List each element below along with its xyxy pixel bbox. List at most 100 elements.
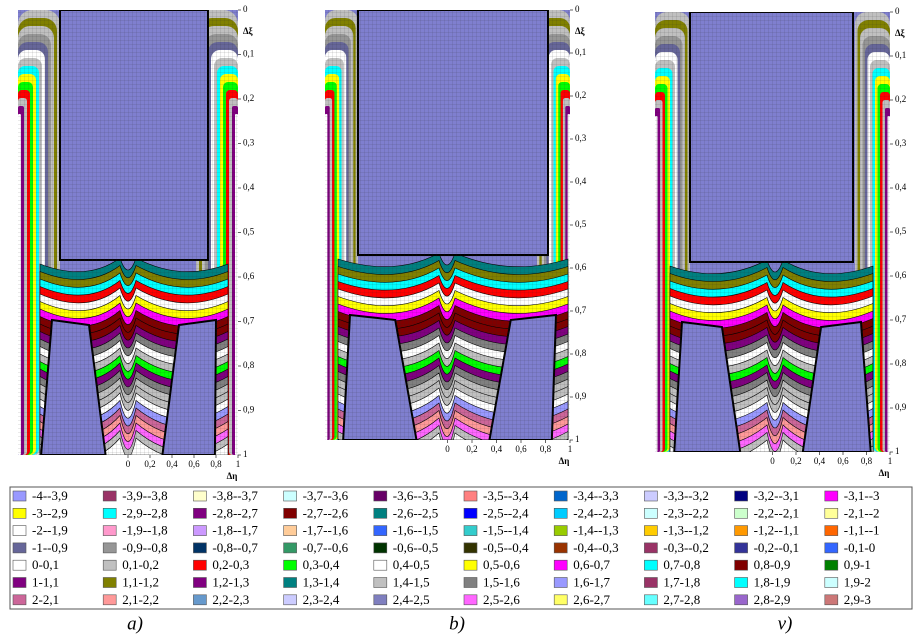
legend-swatch bbox=[103, 526, 116, 536]
legend-label: -3,5--3,4 bbox=[483, 488, 529, 503]
y-tick-label: 0,9 bbox=[575, 391, 587, 401]
mesh bbox=[325, 10, 570, 440]
x-axis-label: Δη bbox=[879, 468, 890, 478]
legend-label: 1,1-1,2 bbox=[122, 574, 159, 589]
legend-label: -0,9--0,8 bbox=[122, 540, 168, 555]
y-tick-label: 0 bbox=[895, 6, 900, 16]
legend-swatch bbox=[825, 543, 838, 553]
x-tick-label: 0,4 bbox=[814, 456, 826, 466]
legend-swatch bbox=[374, 491, 387, 501]
legend-label: 0-0,1 bbox=[32, 557, 59, 572]
y-tick-label: 0,2 bbox=[895, 94, 906, 104]
y-tick-label: 0,8 bbox=[895, 358, 907, 368]
legend-swatch bbox=[644, 508, 657, 518]
legend-swatch bbox=[13, 595, 26, 605]
legend-label: -2,5--2,4 bbox=[483, 505, 529, 520]
legend-swatch bbox=[825, 508, 838, 518]
legend-swatch bbox=[644, 560, 657, 570]
legend-swatch bbox=[374, 595, 387, 605]
y-tick-label: 0,1 bbox=[895, 50, 906, 60]
x-tick-label: 0,8 bbox=[540, 444, 552, 454]
x-tick-label: 0,2 bbox=[144, 459, 155, 469]
x-tick-label: 0,6 bbox=[837, 456, 849, 466]
y-tick-label: 0,2 bbox=[243, 93, 254, 103]
legend-label: -1,4--1,3 bbox=[573, 523, 619, 538]
legend-swatch bbox=[374, 560, 387, 570]
legend-swatch bbox=[464, 508, 477, 518]
y-tick-label: 0,8 bbox=[243, 360, 255, 370]
legend-label: 2,3-2,4 bbox=[303, 592, 340, 607]
legend-swatch bbox=[644, 526, 657, 536]
legend-swatch bbox=[284, 543, 297, 553]
legend-label: 2,8-2,9 bbox=[754, 592, 791, 607]
legend-swatch bbox=[103, 560, 116, 570]
legend-label: -3,3--3,2 bbox=[663, 488, 709, 503]
legend-label: -3,4--3,3 bbox=[573, 488, 619, 503]
y-axis-label: Δξ bbox=[575, 26, 585, 36]
legend-label: -1,3--1,2 bbox=[663, 523, 709, 538]
legend-label: -1--0,9 bbox=[32, 540, 68, 555]
y-tick-label: 0,6 bbox=[895, 270, 907, 280]
legend-label: 2,9-3 bbox=[844, 592, 871, 607]
legend-swatch bbox=[644, 595, 657, 605]
legend-label: -4--3,9 bbox=[32, 488, 68, 503]
legend-label: -3--2,9 bbox=[32, 505, 68, 520]
legend-label: 1,6-1,7 bbox=[573, 574, 610, 589]
legend-label: 0,2-0,3 bbox=[212, 557, 249, 572]
y-tick-label: 0,7 bbox=[895, 314, 907, 324]
legend-label: 2,2-2,3 bbox=[212, 592, 249, 607]
x-tick-label: 1 bbox=[568, 444, 573, 454]
legend-swatch bbox=[13, 560, 26, 570]
legend-label: -1,6--1,5 bbox=[393, 523, 439, 538]
legend-swatch bbox=[735, 543, 748, 553]
legend-swatch bbox=[554, 508, 567, 518]
legend-swatch bbox=[644, 491, 657, 501]
legend-swatch bbox=[284, 526, 297, 536]
legend-label: 2,6-2,7 bbox=[573, 592, 610, 607]
legend-label: -2,2--2,1 bbox=[754, 505, 800, 520]
legend-label: -1,8--1,7 bbox=[212, 523, 258, 538]
legend-swatch bbox=[284, 578, 297, 588]
legend-swatch bbox=[825, 578, 838, 588]
legend-swatch bbox=[374, 526, 387, 536]
legend-swatch bbox=[554, 560, 567, 570]
y-tick-label: 0,1 bbox=[243, 49, 254, 59]
legend-swatch bbox=[374, 578, 387, 588]
legend-label: 1,9-2 bbox=[844, 574, 871, 589]
y-tick-label: 0,3 bbox=[243, 138, 255, 148]
legend-swatch bbox=[13, 578, 26, 588]
legend-label: 1,5-1,6 bbox=[483, 574, 520, 589]
legend-swatch bbox=[13, 508, 26, 518]
legend-swatch bbox=[464, 491, 477, 501]
legend-label: 2,7-2,8 bbox=[663, 592, 700, 607]
legend-swatch bbox=[464, 526, 477, 536]
legend-label: -0,5--0,4 bbox=[483, 540, 529, 555]
y-tick-label: 0 bbox=[575, 4, 580, 14]
y-tick-label: 0 bbox=[243, 4, 248, 14]
x-tick-label: 0,8 bbox=[861, 456, 873, 466]
y-axis-label: Δξ bbox=[895, 28, 905, 38]
y-tick-label: 0,6 bbox=[575, 262, 587, 272]
legend-swatch bbox=[103, 595, 116, 605]
legend-swatch bbox=[554, 595, 567, 605]
legend-label: -3,1--3 bbox=[844, 488, 880, 503]
y-tick-label: 1 bbox=[575, 434, 580, 444]
legend-label: 0,7-0,8 bbox=[663, 557, 700, 572]
x-tick-label: 0,8 bbox=[210, 459, 222, 469]
contour-plot bbox=[18, 10, 238, 459]
contour-plot bbox=[325, 10, 570, 454]
legend-label: -2,8--2,7 bbox=[212, 505, 258, 520]
y-tick-label: 0,5 bbox=[575, 219, 587, 229]
legend-swatch bbox=[193, 526, 206, 536]
legend-swatch bbox=[554, 578, 567, 588]
legend-swatch bbox=[735, 526, 748, 536]
legend-swatch bbox=[825, 491, 838, 501]
legend-label: -0,1-0 bbox=[844, 540, 875, 555]
legend-label: 0,6-0,7 bbox=[573, 557, 610, 572]
legend-label: -1,2--1,1 bbox=[754, 523, 800, 538]
x-tick-label: 0,2 bbox=[790, 456, 801, 466]
legend-label: -0,3--0,2 bbox=[663, 540, 709, 555]
x-tick-label: 0,4 bbox=[491, 444, 503, 454]
legend-swatch bbox=[464, 578, 477, 588]
legend-swatch bbox=[735, 595, 748, 605]
